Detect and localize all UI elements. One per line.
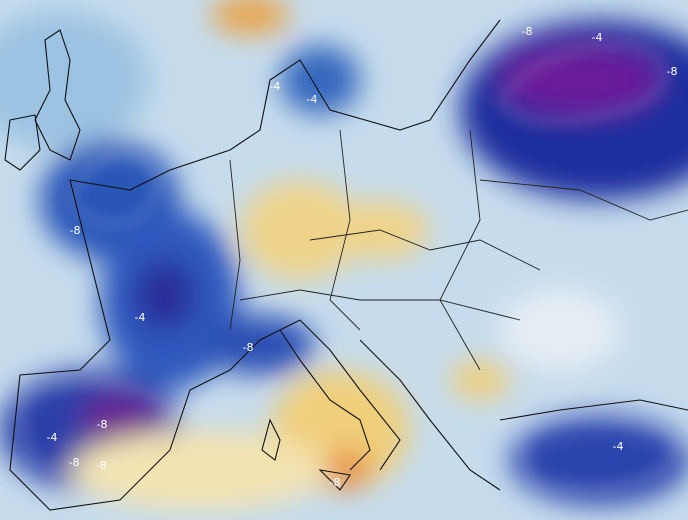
italy [279,329,371,471]
south-coast [9,179,401,511]
contour-label: -8 [243,341,254,354]
contour-label: -8 [522,25,533,38]
sicily [318,469,351,491]
contour-label: -8 [330,476,341,489]
contour-label: -4 [47,431,58,444]
contour-label: -8 [96,459,107,472]
contour-labels: -8 -4 -8 -4 -4 -8 -4 -8 -8 -4 -8 -8 -4 -8 [47,25,678,489]
contour-label: -8 [97,418,108,431]
contour-label: -4 [613,440,624,453]
ireland [4,114,41,171]
contour-label: -4 [270,80,281,93]
contours [19,45,681,491]
contour-label: -4 [592,31,603,44]
north-coast [69,19,501,191]
contour-label: -8 [667,65,678,78]
coastlines [4,19,688,511]
contour-label: -4 [135,311,146,324]
contour-label: -4 [307,93,318,106]
sardinia [261,418,281,461]
contour-label: -8 [69,456,80,469]
balkans [359,339,501,491]
turkey [499,399,688,421]
britain [34,29,81,161]
contour-label: -8 [70,224,81,237]
borders [229,129,688,371]
